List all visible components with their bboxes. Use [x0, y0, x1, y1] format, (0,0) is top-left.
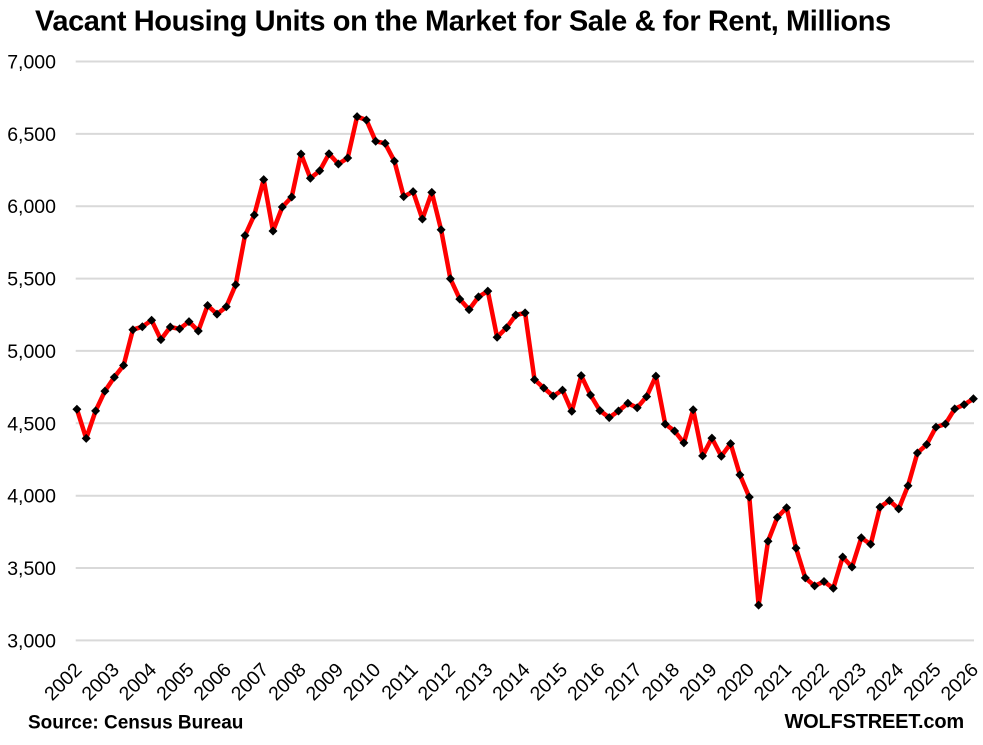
svg-text:WOLFSTREET.com: WOLFSTREET.com [785, 711, 964, 733]
svg-text:4,000: 4,000 [7, 486, 56, 508]
svg-text:6,500: 6,500 [7, 124, 56, 146]
svg-text:4,500: 4,500 [7, 413, 56, 435]
svg-text:5,000: 5,000 [7, 341, 56, 363]
svg-text:5,500: 5,500 [7, 269, 56, 291]
svg-text:7,000: 7,000 [7, 52, 56, 74]
svg-text:3,000: 3,000 [7, 630, 56, 652]
svg-text:Source: Census Bureau: Source: Census Bureau [28, 713, 243, 734]
svg-text:3,500: 3,500 [7, 558, 56, 580]
svg-text:Vacant Housing Units on the Ma: Vacant Housing Units on the Market for S… [35, 5, 891, 37]
svg-text:6,000: 6,000 [7, 196, 56, 218]
